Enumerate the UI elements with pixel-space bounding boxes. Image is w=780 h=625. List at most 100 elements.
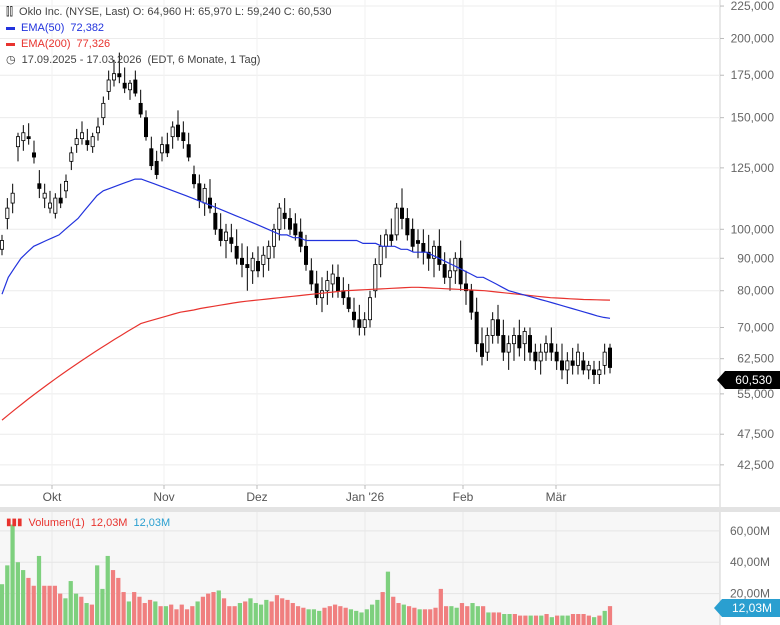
candle-body [389, 234, 394, 241]
candle-body [431, 245, 436, 259]
volume-bar [518, 615, 523, 625]
ema200-swatch-icon [6, 42, 15, 46]
last-price-tag: 60,530 [717, 371, 780, 389]
candle-body [181, 132, 186, 142]
volume-bar [391, 596, 396, 625]
candle-body [378, 245, 383, 265]
volume-bar [507, 614, 512, 625]
candle-body [191, 174, 196, 185]
candle-body [335, 276, 340, 292]
candle-body [351, 311, 356, 321]
volume-bar [443, 606, 449, 625]
volume-bar [211, 592, 216, 625]
candle-body [266, 245, 271, 259]
volume-bar [132, 592, 137, 625]
candle-body [319, 290, 324, 299]
candle-body [213, 212, 218, 230]
candle-body [90, 136, 95, 148]
volume-bar [126, 601, 132, 625]
volume-bar [496, 612, 502, 625]
candle-body [261, 254, 266, 265]
candle-body [581, 360, 586, 371]
candle-body [154, 160, 159, 175]
candle-body [127, 82, 132, 91]
price-tick-label: 47,500 [737, 427, 774, 441]
volume-bar [327, 606, 332, 625]
volume-bar [586, 615, 591, 625]
ema200-legend[interactable]: EMA(200) 77,326 [6, 37, 110, 51]
volume-bar [438, 588, 443, 625]
price-tick-label: 150,000 [731, 111, 775, 125]
price-tick-label: 70,000 [737, 320, 774, 334]
volume-bar [0, 584, 5, 625]
candle-body [453, 257, 458, 272]
volume-bar [417, 609, 422, 625]
candle-body [447, 270, 452, 278]
volume-bar [480, 606, 486, 625]
candle-body [53, 197, 58, 214]
volume-bar [15, 562, 20, 625]
volume-bar [385, 571, 391, 625]
volume-bar [295, 606, 301, 625]
volume-bar [502, 614, 507, 625]
volume-bar [523, 615, 528, 625]
candle-body [245, 264, 250, 269]
candle-body [282, 212, 287, 219]
volume-bar [533, 615, 539, 625]
volume-bar [607, 606, 613, 625]
candle-body [474, 311, 479, 345]
candle-body [586, 364, 591, 371]
volume-bar [190, 606, 195, 625]
candle-body [64, 181, 69, 192]
candle-body [394, 207, 399, 236]
candle-body [207, 197, 212, 209]
candle-body [565, 360, 570, 371]
candle-body [512, 335, 517, 345]
volume-bar [121, 592, 126, 625]
candle-body [570, 360, 575, 366]
candle-body [506, 343, 511, 353]
candle-body [458, 257, 463, 285]
chart-type-icon[interactable]: ⫿⫿ [6, 6, 14, 18]
volume-bar [142, 603, 147, 625]
price-tick-label: 42,500 [737, 458, 774, 472]
candle-body [234, 245, 239, 259]
ema50-value: 72,382 [70, 22, 105, 34]
candle-body [175, 124, 180, 138]
volume-bar [110, 570, 116, 625]
ema50-legend[interactable]: EMA(50) 72,382 [6, 21, 104, 35]
x-tick-label: Jan '26 [346, 490, 385, 504]
volume-bar [5, 565, 10, 625]
volume-bar [232, 606, 237, 625]
candle-body [608, 347, 613, 368]
volume-bar [243, 601, 248, 625]
candle-body [133, 79, 138, 94]
candle-body [442, 264, 447, 278]
volume-bar [449, 606, 454, 625]
candle-body [74, 138, 79, 146]
ohlc-legend: ⫿⫿ Oklo Inc. (NYSE, Last) O: 64,960 H: 6… [6, 5, 332, 19]
volume-bar [10, 524, 15, 625]
volume-bar [528, 615, 533, 625]
candle-body [341, 290, 346, 299]
volume-bar [158, 606, 163, 625]
price-tick-label: 225,000 [731, 0, 775, 13]
candle-body [485, 335, 490, 353]
price-tick-label: 125,000 [731, 161, 775, 175]
candle-body [85, 140, 90, 146]
volume-bar [73, 593, 79, 625]
volume-bar [26, 577, 31, 625]
price-tick-label: 80,000 [737, 284, 774, 298]
volume-bar [459, 603, 465, 625]
candle-body [223, 231, 228, 241]
volume-bar [100, 588, 105, 625]
volume-legend: ▮▮▮ Volumen(1) 12,03M 12,03M [6, 516, 170, 530]
candle-body [26, 136, 31, 140]
candle-body [106, 79, 111, 92]
volume-bar [179, 604, 184, 625]
candle-body [138, 102, 143, 115]
candle-body [522, 331, 527, 345]
candle-body [170, 126, 175, 138]
ema200-line [1, 286, 611, 421]
